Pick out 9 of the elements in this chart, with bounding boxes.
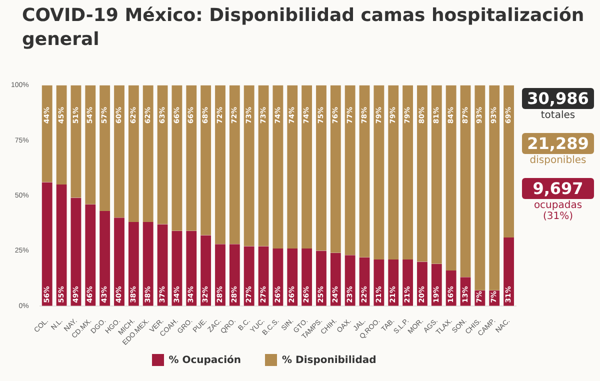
legend-label: % Disponibilidad: [282, 354, 376, 366]
legend-label: % Ocupación: [168, 354, 242, 366]
text: 21,289: [522, 133, 594, 154]
text: 9,697: [522, 178, 594, 199]
text: totales: [540, 110, 576, 121]
text: 30,986: [522, 88, 594, 109]
chart-title: COVID-19 México: Disponibilidad camas hospitalización general: [22, 4, 586, 52]
text: disponibles: [528, 155, 588, 166]
text: ocupadas (31%): [532, 200, 584, 222]
